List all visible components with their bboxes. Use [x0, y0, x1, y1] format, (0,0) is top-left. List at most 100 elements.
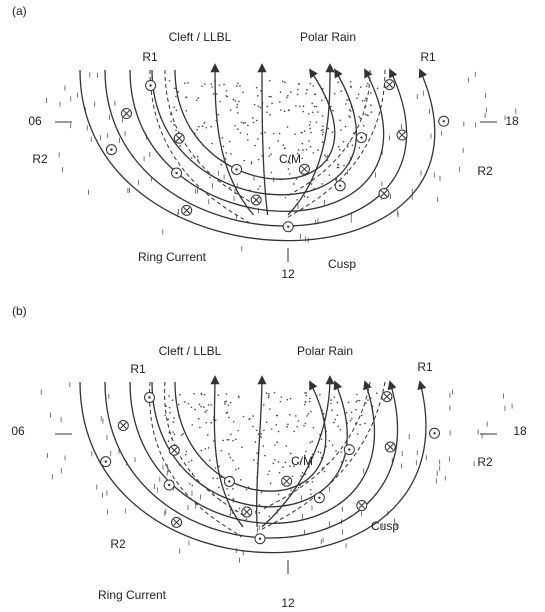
stipple — [282, 80, 284, 82]
current-dot — [287, 226, 289, 228]
stipple — [320, 452, 322, 454]
stipple — [371, 111, 373, 113]
annotation: 06 — [11, 424, 25, 438]
stipple — [280, 109, 282, 111]
stipple — [272, 463, 274, 465]
stipple — [197, 156, 199, 158]
stipple — [277, 415, 279, 417]
stipple — [287, 95, 289, 97]
annotation: R2 — [110, 537, 126, 551]
current-dot — [443, 120, 445, 122]
stipple — [174, 434, 176, 436]
stipple — [350, 81, 352, 83]
stipple — [257, 188, 259, 190]
stipple — [370, 92, 372, 94]
stipple — [357, 400, 359, 402]
stipple — [325, 156, 327, 158]
stipple — [191, 424, 193, 426]
stipple — [168, 440, 170, 442]
stipple — [339, 149, 341, 151]
stipple — [177, 91, 179, 93]
stipple — [232, 460, 234, 462]
stipple — [370, 104, 372, 106]
stipple — [269, 516, 271, 518]
stipple — [263, 429, 265, 431]
annotation: C/M — [279, 152, 301, 166]
annotation: 06 — [28, 114, 42, 128]
stipple — [298, 487, 300, 489]
stipple — [303, 105, 305, 107]
stipple — [237, 104, 239, 106]
stipple — [185, 454, 187, 456]
stipple — [309, 128, 311, 130]
stipple — [337, 164, 339, 166]
stipple — [348, 402, 350, 404]
stipple — [243, 416, 245, 418]
flow-line — [262, 65, 268, 215]
stipple — [300, 475, 302, 477]
stipple — [175, 96, 177, 98]
stipple — [332, 131, 334, 133]
stipple — [241, 122, 243, 124]
stipple — [172, 399, 174, 401]
stipple — [172, 431, 174, 433]
stipple — [204, 448, 206, 450]
stipple — [274, 444, 276, 446]
stipple — [237, 430, 239, 432]
stipple — [312, 111, 314, 113]
stipple — [258, 159, 260, 161]
stipple — [364, 423, 366, 425]
stipple — [349, 116, 351, 118]
stipple — [228, 417, 230, 419]
annotation: R1 — [142, 50, 158, 64]
stipple — [280, 401, 282, 403]
stipple — [286, 445, 288, 447]
stipple — [266, 421, 268, 423]
stipple — [298, 149, 300, 151]
stipple — [211, 83, 213, 85]
stipple — [253, 459, 255, 461]
stipple — [308, 413, 310, 415]
stipple — [340, 90, 342, 92]
stipple — [243, 160, 245, 162]
stipple — [218, 466, 220, 468]
stipple — [179, 394, 181, 396]
stipple — [227, 439, 229, 441]
stipple — [343, 141, 345, 143]
stipple — [310, 121, 312, 123]
stipple — [247, 139, 249, 141]
annotation: R1 — [417, 360, 433, 374]
stipple — [270, 483, 272, 485]
stipple — [289, 173, 291, 175]
stipple — [357, 433, 359, 435]
stipple — [186, 451, 188, 453]
stipple — [296, 199, 298, 201]
stipple — [310, 146, 312, 148]
stipple — [253, 122, 255, 124]
stipple — [238, 101, 240, 103]
stipple — [216, 478, 218, 480]
stipple — [228, 453, 230, 455]
stipple — [263, 445, 265, 447]
stipple — [286, 97, 288, 99]
stipple — [213, 93, 215, 95]
stipple — [210, 422, 212, 424]
stipple — [273, 133, 275, 135]
stipple — [257, 95, 259, 97]
stipple — [200, 392, 202, 394]
current-dot — [149, 84, 151, 86]
stipple — [196, 129, 198, 131]
stipple — [189, 483, 191, 485]
current-dot — [235, 168, 237, 170]
stipple — [300, 132, 302, 134]
stipple — [176, 110, 178, 112]
stipple — [219, 101, 221, 103]
stipple — [175, 130, 177, 132]
stipple — [226, 90, 228, 92]
stipple — [185, 96, 187, 98]
stipple — [266, 111, 268, 113]
stipple — [268, 147, 270, 149]
stipple — [200, 450, 202, 452]
stipple — [211, 86, 213, 88]
annotation: Polar Rain — [297, 344, 353, 358]
